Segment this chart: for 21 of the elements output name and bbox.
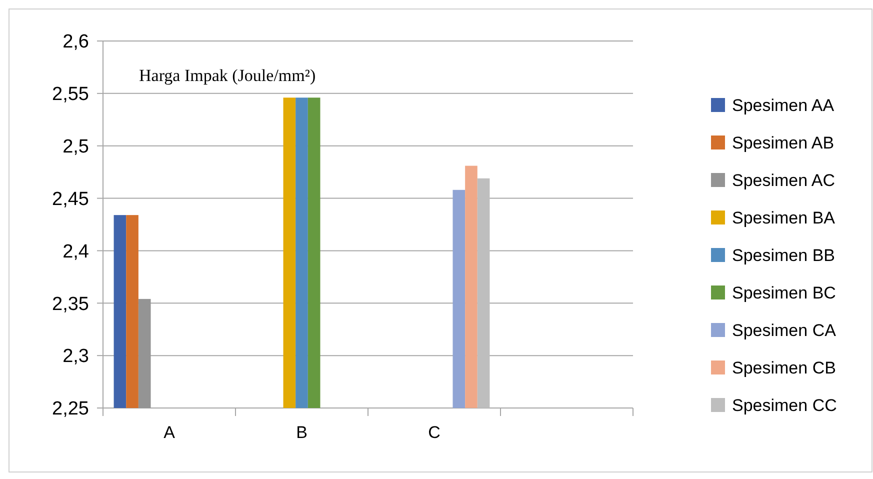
y-tick-label: 2,4 (62, 241, 90, 262)
legend-label: Spesimen BA (732, 208, 836, 228)
legend-label: Spesimen CC (732, 396, 837, 415)
y-tick-label: 2,35 (52, 294, 89, 315)
y-tick-label: 2,3 (62, 346, 89, 368)
x-tick-label: B (296, 423, 308, 442)
legend-label: Spesimen BC (732, 283, 836, 302)
x-tick-label: A (164, 423, 176, 442)
text: Harga Impak (Joule/mm²) (139, 66, 316, 85)
legend-label: Spesimen CB (732, 358, 836, 378)
legend-label: Spesimen BB (732, 246, 835, 265)
y-tick-label: 2,55 (52, 84, 89, 106)
y-tick-label: 2,45 (52, 188, 89, 210)
x-tick-label: C (428, 423, 440, 442)
legend-label: Spesimen AA (732, 96, 835, 115)
legend-label: Spesimen AC (732, 170, 835, 190)
legend-label: Spesimen CA (732, 320, 837, 340)
y-tick-label: 2,5 (62, 136, 89, 158)
y-tick-label: 2,6 (62, 32, 89, 53)
legend-label: Spesimen AB (732, 133, 834, 152)
y-tick-label: 2,25 (52, 398, 89, 420)
